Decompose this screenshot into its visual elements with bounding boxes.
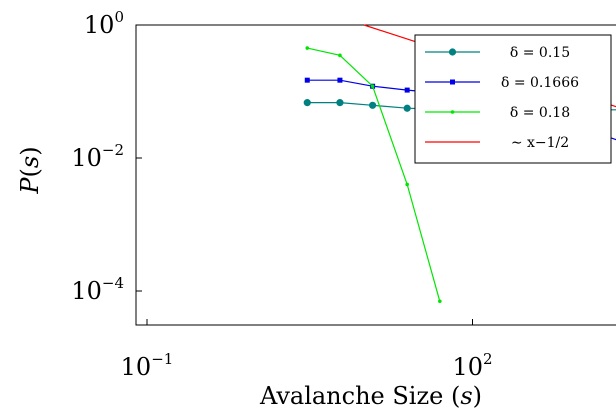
y-tick-exp-0: 0 <box>114 8 124 26</box>
x-tick-exp-0: −1 <box>151 350 173 368</box>
legend-marker-1 <box>450 79 455 85</box>
x-axis-label: Avalanche Size (s) <box>259 382 482 410</box>
legend-marker-2 <box>450 110 455 114</box>
series-0-point-2 <box>368 101 377 109</box>
series-2-point-2 <box>370 84 375 89</box>
x-axis-label-var: s <box>460 382 472 410</box>
legend-label-3: ∼ x−1/2 <box>511 135 569 151</box>
series-2 <box>305 46 442 304</box>
y-axis-label-close: ) <box>16 146 44 155</box>
series-1-point-3 <box>404 87 410 93</box>
y-tick-exp-1: −2 <box>102 141 124 159</box>
series-2-point-4 <box>438 299 442 304</box>
y-tick-base-0: 10 <box>84 11 115 39</box>
y-tick-exp-2: −4 <box>102 274 124 292</box>
plot-frame <box>135 24 616 326</box>
legend-label-0: δ = 0.15 <box>510 45 570 61</box>
x-tick-label-0: 10−1 <box>121 350 174 381</box>
series-1-point-0 <box>304 77 310 83</box>
y-axis-label-var: s <box>16 156 44 168</box>
y-tick-base-2: 10 <box>71 277 102 305</box>
series-2-point-3 <box>405 182 409 187</box>
series-2-point-1 <box>338 53 342 58</box>
x-axis-label-close: ) <box>473 382 482 410</box>
legend-label-1: δ = 0.1666 <box>501 75 579 91</box>
y-axis-label-p: P <box>16 177 44 195</box>
legend-entries: δ = 0.15 δ = 0.1666 δ = 0.18 ∼ x−1/2 <box>425 45 579 151</box>
y-tick-label-1: 10−2 <box>71 141 124 172</box>
y-tick-base-1: 10 <box>71 144 102 172</box>
series-1-point-1 <box>337 77 343 83</box>
plot-area <box>135 24 616 326</box>
x-axis-label-text: Avalanche Size ( <box>259 382 460 410</box>
y-tick-label-2: 10−4 <box>71 274 124 305</box>
legend-label-2: δ = 0.18 <box>510 105 570 121</box>
series-0-point-3 <box>403 104 411 112</box>
legend-marker-0 <box>448 48 457 56</box>
y-tick-label-0: 100 <box>84 8 124 39</box>
x-tick-base-0: 10 <box>121 353 152 381</box>
x-tick-base-1: 10 <box>452 353 483 381</box>
legend: δ = 0.15 δ = 0.1666 δ = 0.18 ∼ x−1/2 <box>414 34 612 164</box>
x-tick-label-1: 102 <box>452 350 492 381</box>
series-0-point-1 <box>336 99 344 107</box>
y-axis-label-open: ( <box>16 168 44 177</box>
series-2-point-0 <box>305 46 310 50</box>
x-tick-exp-1: 2 <box>483 350 493 368</box>
y-axis-label: P(s) <box>16 146 44 194</box>
x-axis-ticks: 10−11021051081011 <box>121 319 493 381</box>
series-0-point-0 <box>303 99 311 107</box>
